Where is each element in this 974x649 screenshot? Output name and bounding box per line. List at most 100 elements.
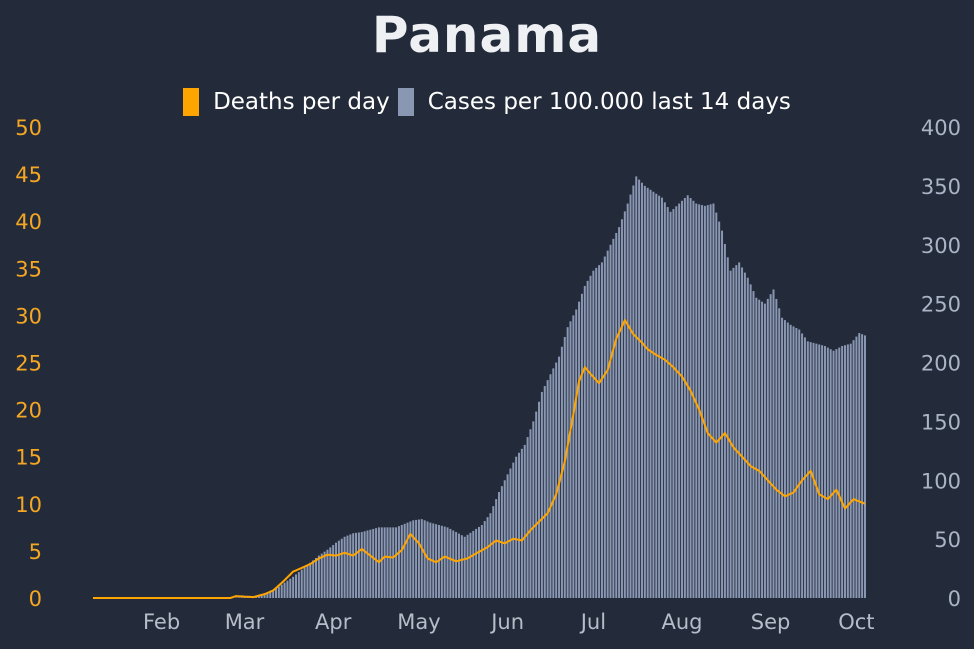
cases-bar — [815, 343, 818, 598]
cases-bar — [795, 327, 798, 598]
cases-bar — [786, 322, 789, 598]
cases-bar — [843, 345, 846, 598]
cases-bar — [457, 533, 460, 598]
cases-bar — [400, 525, 403, 598]
cases-bar — [846, 344, 849, 598]
cases-bar — [549, 374, 552, 598]
x-tick-label: May — [397, 610, 440, 634]
cases-bar — [329, 547, 332, 598]
deaths-line-series — [93, 319, 866, 599]
legend-label-cases: Cases per 100.000 last 14 days — [427, 89, 791, 115]
cases-bar — [495, 499, 498, 598]
cases-bar — [666, 207, 669, 598]
legend: Deaths per day Cases per 100.000 last 14… — [0, 88, 974, 116]
cases-bar — [578, 301, 581, 598]
cases-bar — [260, 594, 263, 598]
cases-bar — [826, 347, 829, 598]
right-tick-label: 0 — [948, 587, 961, 611]
cases-bar — [546, 380, 549, 598]
legend-item-cases[interactable]: Cases per 100.000 last 14 days — [397, 88, 791, 116]
cases-bar — [789, 324, 792, 598]
cases-bar — [295, 574, 297, 598]
cases-bar — [415, 519, 418, 598]
x-tick-label: Sep — [751, 610, 791, 634]
cases-bar — [618, 227, 621, 598]
cases-bar — [503, 480, 506, 598]
cases-bar — [518, 452, 521, 598]
cases-bar — [480, 525, 483, 598]
cases-bar — [395, 527, 398, 598]
cases-bar — [509, 468, 512, 598]
cases-bar — [595, 267, 598, 598]
cases-bar — [478, 526, 480, 598]
cases-bar — [558, 356, 561, 598]
left-tick-label: 15 — [15, 446, 42, 470]
cases-bar — [821, 345, 824, 598]
cases-bar — [289, 578, 292, 598]
cases-bar — [360, 532, 363, 598]
cases-bar — [701, 205, 704, 599]
cases-bar — [640, 182, 643, 599]
cases-bar — [741, 267, 744, 598]
cases-bar — [598, 265, 601, 598]
cases-bar — [352, 533, 355, 598]
cases-bar — [337, 540, 340, 598]
cases-bar — [755, 297, 758, 598]
cases-bars — [232, 176, 866, 599]
cases-bar — [683, 198, 686, 599]
cases-bar — [355, 532, 358, 598]
cases-bar — [818, 344, 821, 598]
cases-bar — [506, 474, 509, 598]
cases-bar — [486, 517, 489, 598]
x-tick-label: Oct — [838, 610, 874, 634]
cases-bar — [661, 197, 663, 598]
cases-bar — [832, 350, 835, 598]
cases-bar — [332, 545, 335, 598]
cases-bar — [658, 195, 661, 598]
chart-title: Panama — [371, 6, 603, 64]
cases-bar — [286, 580, 289, 598]
right-tick-label: 150 — [921, 410, 961, 434]
cases-bar — [297, 572, 300, 598]
left-tick-label: 25 — [15, 352, 42, 376]
cases-bar — [543, 386, 546, 598]
cases-bar — [783, 320, 786, 598]
cases-bar — [426, 521, 429, 598]
cases-bar — [766, 298, 769, 598]
cases-bar — [403, 523, 406, 598]
cases-bar — [275, 588, 277, 598]
right-tick-label: 200 — [921, 352, 961, 376]
cases-bar — [792, 326, 795, 598]
cases-bar — [838, 347, 841, 598]
left-tick-label: 20 — [15, 399, 42, 423]
cases-bar — [761, 301, 764, 598]
cases-bar — [746, 277, 749, 598]
cases-bar — [283, 582, 286, 598]
cases-bar — [272, 589, 275, 598]
cases-bar — [389, 527, 392, 598]
cases-bar — [686, 195, 689, 599]
left-tick-label: 35 — [15, 257, 42, 281]
cases-bar — [532, 421, 535, 599]
legend-swatch-cases — [397, 88, 414, 116]
right-tick-label: 250 — [921, 293, 961, 317]
legend-label-deaths: Deaths per day — [213, 89, 390, 115]
cases-bar — [775, 298, 778, 598]
cases-bar — [406, 522, 409, 598]
cases-bar — [375, 528, 378, 598]
cases-bar — [320, 553, 323, 598]
cases-bar — [735, 265, 738, 598]
cases-bar — [709, 204, 712, 598]
x-tick-label: Jun — [489, 610, 524, 634]
cases-bar — [823, 346, 826, 598]
cases-bar — [538, 401, 541, 598]
cases-bar — [300, 569, 303, 598]
legend-item-deaths[interactable]: Deaths per day — [183, 88, 390, 116]
cases-bar — [306, 565, 309, 598]
cases-bar — [772, 289, 775, 598]
cases-bar — [498, 492, 501, 598]
cases-bar — [749, 284, 752, 598]
x-tick-label: Feb — [143, 610, 180, 634]
cases-bar — [829, 349, 832, 598]
cases-bar — [858, 333, 861, 598]
